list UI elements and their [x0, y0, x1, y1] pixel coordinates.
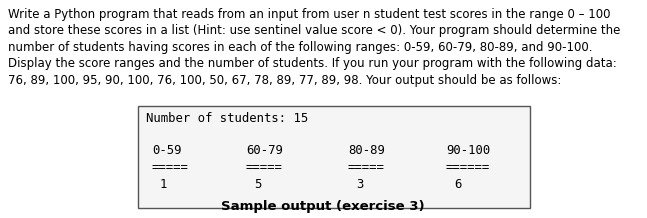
- Text: 60-79: 60-79: [246, 144, 283, 157]
- Text: ======: ======: [446, 161, 490, 174]
- Text: number of students having scores in each of the following ranges: 0-59, 60-79, 8: number of students having scores in each…: [8, 41, 593, 54]
- Text: =====: =====: [348, 161, 385, 174]
- Text: 76, 89, 100, 95, 90, 100, 76, 100, 50, 67, 78, 89, 77, 89, 98. Your output shoul: 76, 89, 100, 95, 90, 100, 76, 100, 50, 6…: [8, 74, 562, 87]
- Text: 5: 5: [254, 178, 261, 191]
- Text: 3: 3: [356, 178, 364, 191]
- Text: 90-100: 90-100: [446, 144, 490, 157]
- Text: Write a Python program that reads from an input from user n student test scores : Write a Python program that reads from a…: [8, 8, 611, 21]
- Text: =====: =====: [246, 161, 283, 174]
- Text: Number of students: 15: Number of students: 15: [146, 112, 308, 125]
- Text: 80-89: 80-89: [348, 144, 385, 157]
- Text: Sample output (exercise 3): Sample output (exercise 3): [221, 200, 425, 213]
- Text: Display the score ranges and the number of students. If you run your program wit: Display the score ranges and the number …: [8, 58, 617, 70]
- Text: =====: =====: [152, 161, 189, 174]
- Text: and store these scores in a list (Hint: use sentinel value score < 0). Your prog: and store these scores in a list (Hint: …: [8, 24, 620, 37]
- Text: 6: 6: [454, 178, 461, 191]
- Text: 1: 1: [160, 178, 168, 191]
- Text: 0-59: 0-59: [152, 144, 182, 157]
- Bar: [138, 106, 530, 208]
